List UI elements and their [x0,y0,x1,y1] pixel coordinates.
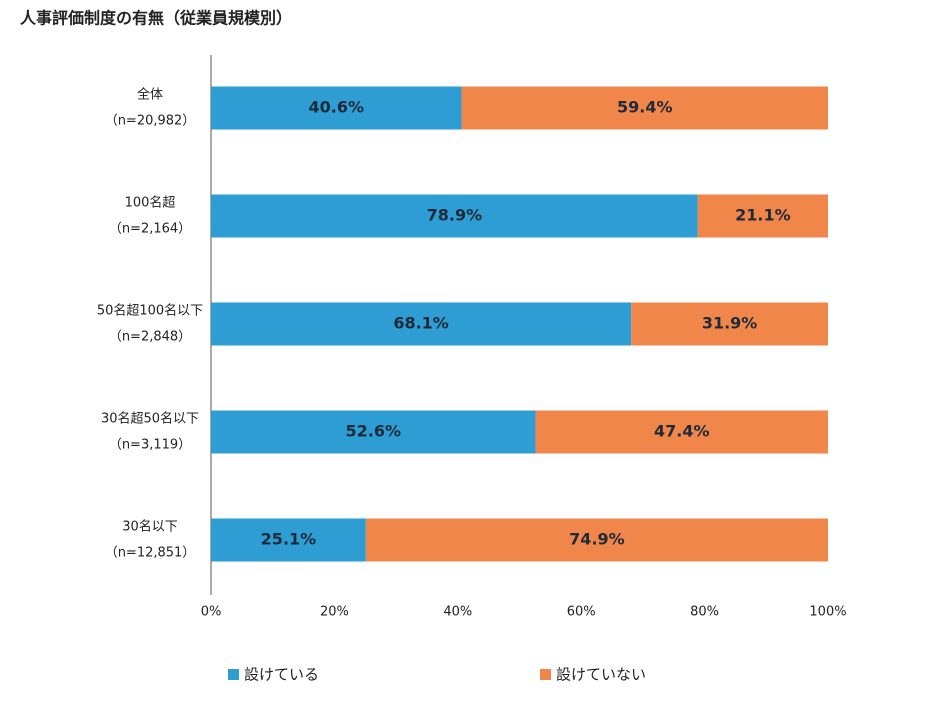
category-sublabel: （n=12,851） [105,546,196,561]
bar-segment [535,410,828,454]
value-label: 21.1% [735,206,791,225]
category-sublabel: （n=20,982） [105,114,196,129]
value-label: 52.6% [346,422,402,441]
bar-segment [211,194,698,238]
category-label: 30名以下 [122,519,178,535]
value-label: 78.9% [427,206,483,225]
value-label: 25.1% [261,530,317,549]
bar-segment [631,302,828,346]
x-tick-label: 0% [201,605,222,620]
legend-label: 設けていない [556,666,646,684]
category-label: 30名超50名以下 [101,411,199,427]
x-tick-label: 100% [809,605,846,620]
x-tick-label: 60% [567,605,596,620]
value-label: 74.9% [569,530,625,549]
chart-title: 人事評価制度の有無（従業員規模別） [20,9,292,28]
bar-segment [211,410,536,454]
bar-segment [211,86,462,130]
value-label: 40.6% [308,98,364,117]
category-label: 100名超 [125,195,176,211]
bar-segment [211,518,366,562]
category-label: 50名超100名以下 [97,303,203,319]
category-sublabel: （n=2,164） [109,222,191,237]
value-label: 59.4% [617,98,673,117]
value-label: 47.4% [654,422,710,441]
category-sublabel: （n=3,119） [109,438,191,453]
category-label: 全体 [137,87,163,103]
x-tick-label: 20% [320,605,349,620]
bar-segment [211,302,632,346]
legend-swatch [540,669,551,680]
x-tick-label: 80% [690,605,719,620]
bar-segment [365,518,828,562]
bar-segment [461,86,828,130]
category-sublabel: （n=2,848） [109,330,191,345]
bar-segment [697,194,828,238]
x-tick-label: 40% [443,605,472,620]
value-label: 68.1% [393,314,449,333]
legend-label: 設けている [244,666,319,684]
legend-swatch [228,669,239,680]
value-label: 31.9% [702,314,758,333]
